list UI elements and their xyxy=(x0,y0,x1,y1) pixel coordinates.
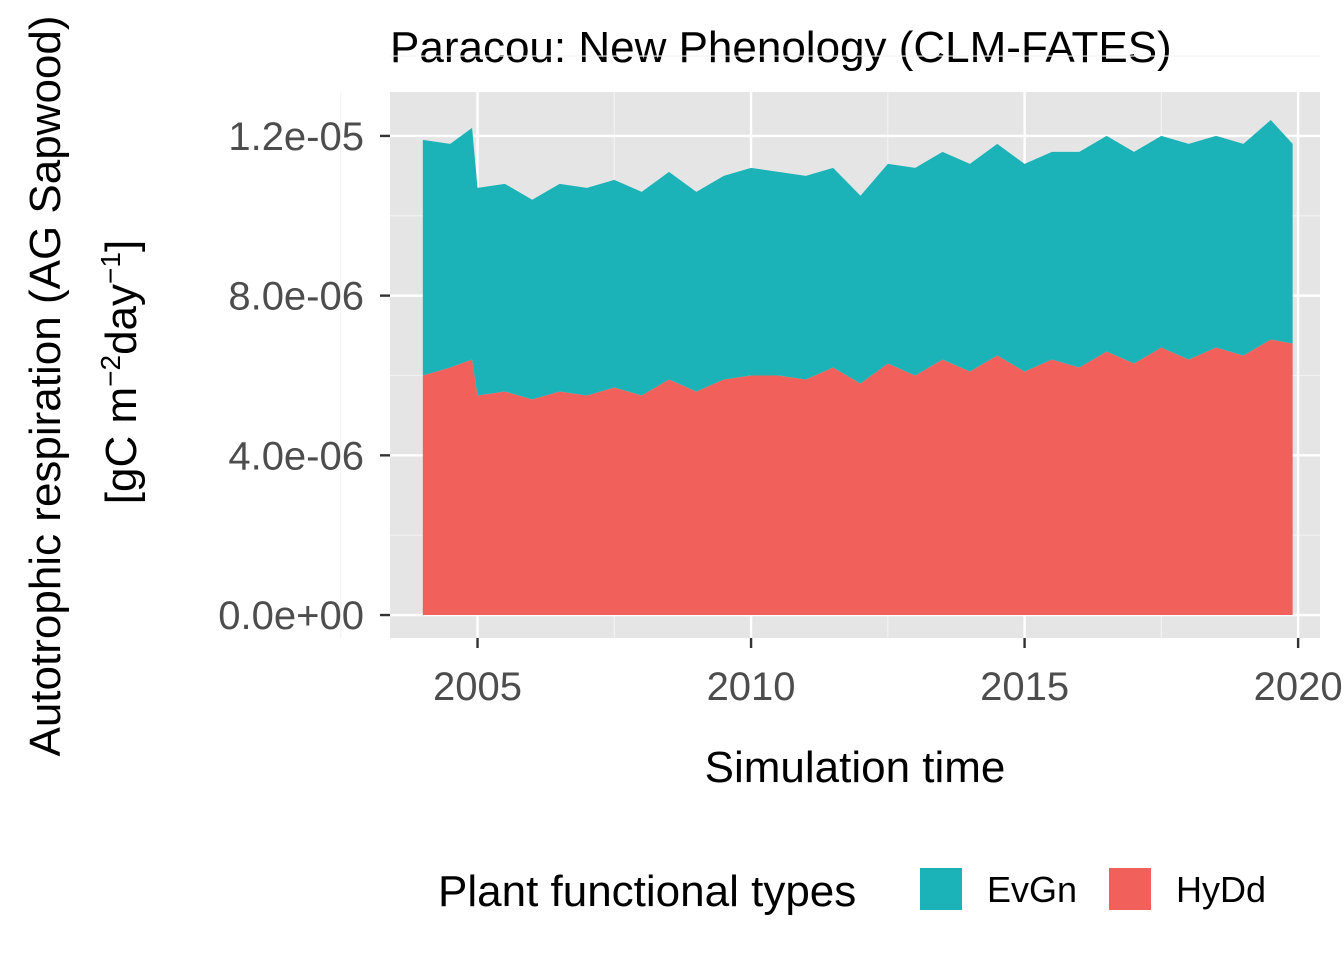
legend-title: Plant functional types xyxy=(438,867,856,916)
y-axis-title-line2: [gC m−2day−1] xyxy=(95,240,146,504)
y-unit-part2: day xyxy=(97,284,146,355)
legend-label-hydd: HyDd xyxy=(1176,869,1266,910)
x-axis-title: Simulation time xyxy=(705,743,1006,792)
chart-title: Paracou: New Phenology (CLM-FATES) xyxy=(390,23,1172,72)
y-axis-title: Autotrophic respiration (AG Sapwood) xyxy=(21,15,70,756)
y-unit-sup2: −1 xyxy=(95,252,126,284)
x-tick-label: 2015 xyxy=(980,665,1069,709)
x-tick-label: 2005 xyxy=(433,665,522,709)
x-tick-label: 2010 xyxy=(707,665,796,709)
area-series-hydd xyxy=(422,339,1293,616)
y-tick-label: 0.0e+00 xyxy=(218,594,364,638)
y-tick-label: 4.0e-06 xyxy=(228,434,364,478)
legend-key-hydd xyxy=(1107,866,1153,912)
y-axis-title-line1: Autotrophic respiration (AG Sapwood) xyxy=(21,15,70,756)
legend-key-evgn xyxy=(918,866,964,912)
legend: Plant functional types EvGn HyDd xyxy=(438,866,1266,916)
x-tick-label: 2020 xyxy=(1254,665,1343,709)
y-axis-unit: [gC m−2day−1] xyxy=(95,240,146,504)
y-tick-label: 1.2e-05 xyxy=(228,115,364,159)
y-axis: 0.0e+00 4.0e-06 8.0e-06 1.2e-05 xyxy=(218,115,390,638)
y-tick-label: 8.0e-06 xyxy=(228,275,364,319)
legend-label-evgn: EvGn xyxy=(987,869,1077,910)
y-unit-part1: [gC m xyxy=(97,387,146,504)
x-axis: 2005 2010 2015 2020 xyxy=(433,638,1343,709)
y-unit-part3: ] xyxy=(97,240,146,252)
y-unit-sup1: −2 xyxy=(95,355,126,387)
area-series-evgn xyxy=(422,119,1293,400)
area-series-group xyxy=(422,119,1293,616)
